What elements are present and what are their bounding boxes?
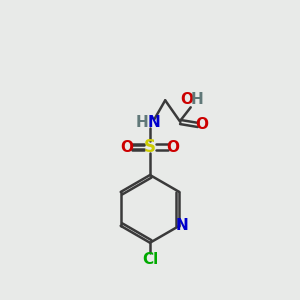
Text: N: N: [175, 218, 188, 233]
Text: O: O: [167, 140, 179, 154]
Text: S: S: [144, 138, 156, 156]
Text: O: O: [180, 92, 193, 107]
Text: Cl: Cl: [142, 252, 158, 267]
Text: H: H: [191, 92, 204, 107]
Text: O: O: [121, 140, 134, 154]
Text: N: N: [147, 115, 160, 130]
Text: H: H: [135, 115, 148, 130]
Text: O: O: [195, 118, 208, 133]
